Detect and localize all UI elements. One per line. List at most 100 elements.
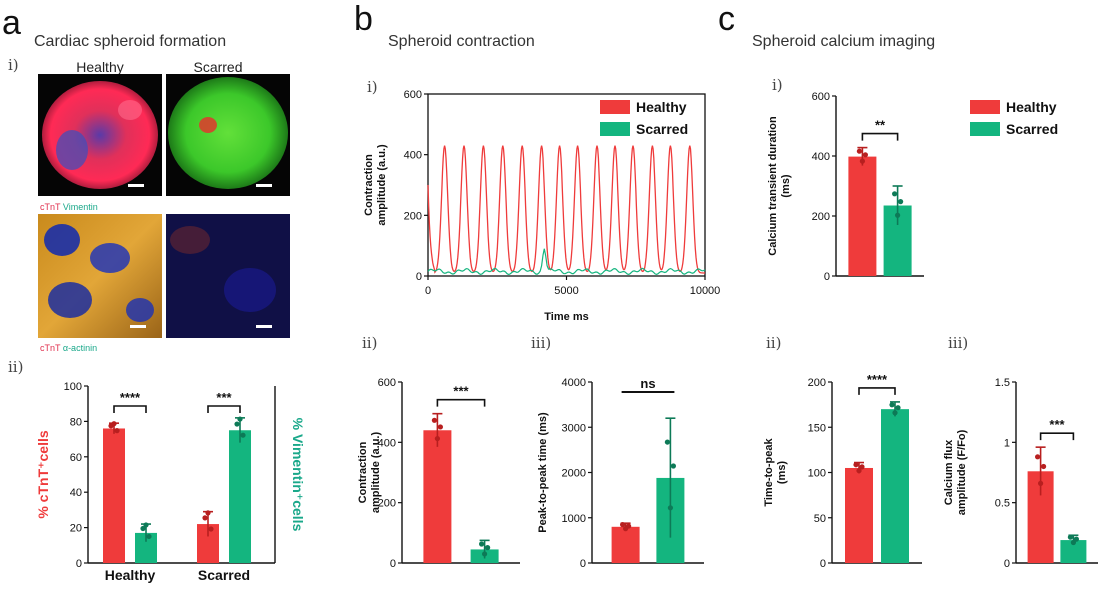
legend-swatch-healthy <box>600 100 630 114</box>
data-point <box>202 515 208 521</box>
data-point <box>664 439 671 445</box>
y-tick-label: 1 <box>1004 437 1010 449</box>
y-tick-label: 100 <box>64 381 82 393</box>
y-tick-label: 600 <box>378 377 396 389</box>
data-point <box>859 158 866 164</box>
micrograph-scarred-spheroid <box>166 74 290 196</box>
series-line-healthy <box>427 145 705 274</box>
data-point <box>434 435 440 442</box>
micrograph-healthy-actinin <box>38 214 162 338</box>
legend-label-healthy: Healthy <box>636 99 687 115</box>
micrograph-scarred-actinin <box>166 214 290 338</box>
bar-healthy <box>845 467 873 563</box>
data-point <box>140 525 146 532</box>
data-point <box>111 421 117 427</box>
legend-label-scarred: Scarred <box>636 121 688 137</box>
panel-c-letter: c <box>718 0 735 38</box>
chart-c-i: 0 200 400 600 Calcium transient duration(ms)… <box>767 91 924 283</box>
data-point <box>143 522 149 528</box>
y-axis-label: Calcium transient duration(ms) <box>767 116 792 256</box>
bar-healthy <box>611 526 640 563</box>
y-tick-label: 20 <box>70 523 82 535</box>
x-axis-label: Time ms <box>544 311 588 323</box>
legend-c: Healthy Scarred <box>970 99 1058 137</box>
y-tick-label: 0 <box>416 271 422 283</box>
scale-bar <box>130 325 146 328</box>
significance-bracket <box>861 132 899 141</box>
significance-label: *** <box>453 384 469 399</box>
y-tick-label: 2000 <box>562 468 586 480</box>
significance-bracket <box>858 387 896 395</box>
data-point <box>1035 454 1041 460</box>
x-tick-label: 5000 <box>554 285 578 297</box>
data-point <box>895 405 901 411</box>
y-tick-label: 0 <box>1004 558 1010 570</box>
data-point <box>623 526 629 532</box>
scale-bar <box>128 184 144 187</box>
y-axis-label: Time-to-peak(ms) <box>763 437 788 506</box>
significance-bracket <box>436 398 486 407</box>
y-tick-label: 400 <box>812 151 830 163</box>
panel-b-letter: b <box>354 0 373 38</box>
y-tick-label: 150 <box>808 422 826 434</box>
image-label-scarred: Scarred <box>193 59 242 75</box>
y-tick-label: 600 <box>812 91 830 103</box>
bar-scarred-series-1 <box>229 430 251 563</box>
significance-bracket <box>1039 432 1075 441</box>
y-tick-label: 0 <box>820 558 826 570</box>
panel-a-letter: a <box>2 4 21 42</box>
x-tick-label: 0 <box>425 285 431 297</box>
data-point <box>856 148 863 154</box>
y-tick-label: 50 <box>814 513 826 525</box>
data-point <box>208 526 214 532</box>
y-tick-label: 4000 <box>562 377 586 389</box>
y-tick-label: 0 <box>76 558 82 570</box>
significance-label: ** <box>875 118 886 133</box>
data-point <box>1073 536 1079 542</box>
significance-label: *** <box>216 390 232 405</box>
y-tick-label: 200 <box>404 210 422 222</box>
y-tick-label: 0.5 <box>995 498 1010 510</box>
significance-bracket <box>207 405 241 413</box>
bar-healthy <box>848 156 877 276</box>
data-point <box>1070 539 1076 546</box>
data-point <box>856 468 862 474</box>
panel-c-sub-iii: iii) <box>948 334 968 352</box>
data-point <box>670 463 677 469</box>
bar-healthy-series-0 <box>103 428 125 563</box>
data-point <box>205 510 211 516</box>
data-point <box>237 416 243 422</box>
y-tick-label: 200 <box>378 498 396 510</box>
panel-a-sub-ii: ii) <box>8 358 23 376</box>
data-point <box>114 428 120 434</box>
y-tick-label: 3000 <box>562 422 586 434</box>
data-point <box>240 432 246 438</box>
y-tick-label: 600 <box>404 89 422 101</box>
y-tick-label: 1.5 <box>995 377 1010 389</box>
data-point <box>1067 534 1073 540</box>
micrograph-healthy-spheroid <box>38 74 162 196</box>
panel-a-title: Cardiac spheroid formation <box>34 33 226 50</box>
data-point <box>892 191 898 197</box>
data-point <box>234 421 240 427</box>
significance-label: ns <box>640 376 655 391</box>
legend-swatch-scarred <box>970 122 1000 136</box>
y-axis-label: Peak-to-peak time (ms) <box>537 412 549 533</box>
y-tick-label: 0 <box>824 271 830 283</box>
chart-c-iii: 0 0.5 1 1.5 Calcium fluxamplitude (F/Fo) *** <box>943 377 1098 570</box>
significance-bracket <box>113 405 147 413</box>
y-axis-label: Contractionamplitude (a.u.) <box>363 144 388 226</box>
data-point <box>620 522 626 528</box>
y-tick-label: 400 <box>378 437 396 449</box>
x-category-label-scarred: Scarred <box>198 567 250 583</box>
panel-b-sub-ii: ii) <box>362 334 377 352</box>
bar-scarred-series-0 <box>197 524 219 563</box>
significance-label: **** <box>867 372 888 387</box>
data-point <box>895 212 901 218</box>
bar-healthy <box>423 430 452 563</box>
scale-bar <box>256 184 272 187</box>
data-point <box>482 551 488 557</box>
legend-swatch-scarred <box>600 122 630 136</box>
chart-b-iii: 0 1000 2000 3000 4000 Peak-to-peak time (ms) n… <box>537 376 704 570</box>
